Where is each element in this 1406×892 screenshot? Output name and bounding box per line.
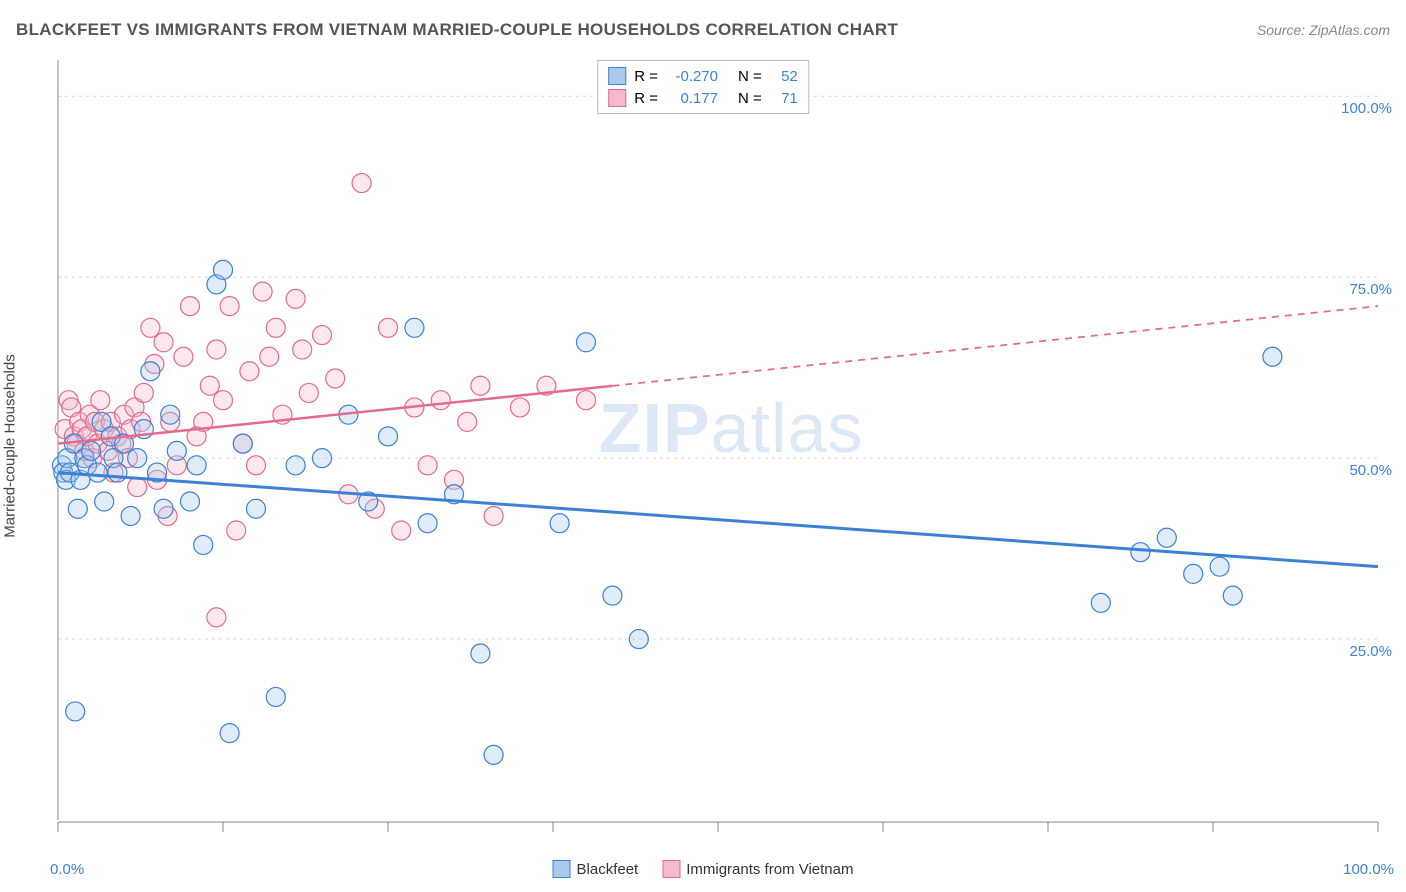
source-attribution: Source: ZipAtlas.com: [1257, 22, 1390, 38]
scatter-chart-svg: [50, 55, 1390, 845]
r-label: R =: [634, 68, 658, 85]
y-tick-label: 25.0%: [1349, 643, 1392, 660]
legend-swatch: [553, 860, 571, 878]
legend-swatch: [662, 860, 680, 878]
chart-title: BLACKFEET VS IMMIGRANTS FROM VIETNAM MAR…: [16, 20, 898, 40]
y-tick-label: 100.0%: [1341, 100, 1392, 117]
legend-correlation: R = -0.270 N = 52 R = 0.177 N = 71: [597, 60, 809, 114]
y-tick-label: 50.0%: [1349, 462, 1392, 479]
y-axis-label: Married-couple Households: [2, 354, 19, 537]
n-label: N =: [738, 90, 762, 107]
legend-series-item: Immigrants from Vietnam: [662, 860, 853, 878]
x-axis-min-label: 0.0%: [50, 861, 84, 878]
legend-series-item: Blackfeet: [553, 860, 639, 878]
r-value: 0.177: [666, 90, 718, 107]
legend-swatch: [608, 67, 626, 85]
legend-series-label: Blackfeet: [577, 861, 639, 878]
x-axis-max-label: 100.0%: [1343, 861, 1394, 878]
r-value: -0.270: [666, 68, 718, 85]
r-label: R =: [634, 90, 658, 107]
chart-header: BLACKFEET VS IMMIGRANTS FROM VIETNAM MAR…: [16, 20, 1390, 40]
legend-series-label: Immigrants from Vietnam: [686, 861, 853, 878]
y-tick-label: 75.0%: [1349, 281, 1392, 298]
legend-correlation-row: R = 0.177 N = 71: [608, 87, 798, 109]
legend-series: Blackfeet Immigrants from Vietnam: [553, 860, 854, 878]
legend-swatch: [608, 89, 626, 107]
n-value: 52: [770, 68, 798, 85]
chart-area: [50, 55, 1390, 845]
legend-correlation-row: R = -0.270 N = 52: [608, 65, 798, 87]
n-label: N =: [738, 68, 762, 85]
n-value: 71: [770, 90, 798, 107]
